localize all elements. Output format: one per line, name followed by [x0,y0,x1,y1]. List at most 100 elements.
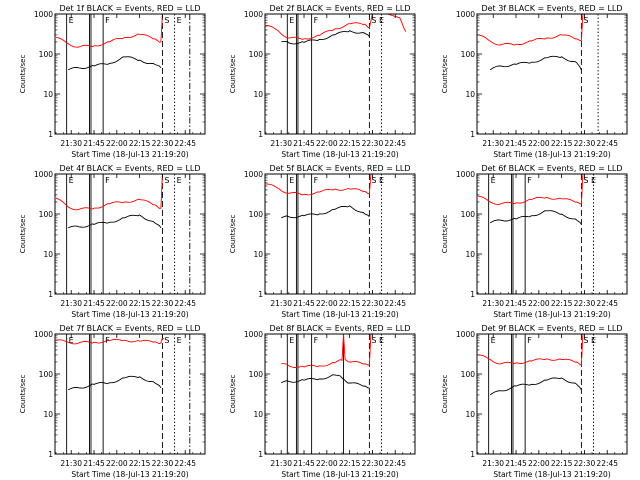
y-tick-label: 100 [461,210,476,219]
axes-frame [264,333,416,455]
x-tick-label: 22:00 [106,459,128,468]
y-tick-label: 1 [258,450,263,459]
x-tick-label: 21:45 [83,299,105,308]
marker-label: S [371,176,376,185]
series-line-lld [55,174,164,211]
x-tick-label: 21:30 [270,139,292,148]
series-line-events [280,374,370,389]
x-tick-label: 22:30 [152,299,174,308]
x-tick-label: 22:00 [106,139,128,148]
series-line-events [281,205,370,219]
x-tick-label: 22:45 [174,139,196,148]
axes-frame [476,333,628,455]
x-tick-label: 22:00 [316,299,338,308]
marker-label: F [105,16,110,25]
y-axis-label: Counts/sec [229,215,237,254]
x-axis-label: Start Time (18-Jul-13 21:19:20) [493,470,610,479]
x-tick-label: 22:30 [574,139,596,148]
y-axis-label: Counts/sec [441,375,449,414]
chart-title: Det 5f BLACK = Events, RED = LLD [269,164,410,173]
x-tick-label: 22:45 [384,459,406,468]
x-tick-label: 21:30 [60,139,82,148]
x-tick-label: 21:45 [505,299,527,308]
marker-label: E [289,16,294,25]
x-tick-label: 22:15 [129,139,151,148]
series-line-events [281,30,370,45]
y-tick-label: 1000 [34,10,53,19]
series-line-lld [281,334,373,368]
x-tick-label: 22:15 [551,459,573,468]
x-tick-label: 22:00 [528,299,550,308]
axes-frame [54,333,206,455]
marker-label: E [177,16,182,25]
series-line-events [489,210,582,225]
marker-label: E [69,336,74,345]
y-tick-label: 10 [253,410,263,419]
y-tick-label: 1 [48,130,53,139]
x-tick-label: 21:45 [83,459,105,468]
marker-label: S [371,336,376,345]
y-tick-label: 100 [249,50,264,59]
plot-area [265,14,407,134]
marker-label: F [314,336,319,345]
x-axis-label: Start Time (18-Jul-13 21:19:20) [71,470,188,479]
x-tick-label: 21:30 [60,299,82,308]
y-axis-label: Counts/sec [229,55,237,94]
y-tick-label: 1 [258,130,263,139]
axes-frame [54,13,206,135]
y-tick-label: 100 [461,370,476,379]
plot-area [280,334,383,454]
x-tick-label: 22:30 [152,139,174,148]
marker-label: E [289,336,294,345]
axes-frame [54,173,206,295]
x-tick-label: 22:00 [316,459,338,468]
y-tick-label: 100 [249,370,264,379]
axes-frame [264,13,416,135]
x-tick-label: 22:15 [551,299,573,308]
chart-title: Det 8f BLACK = Events, RED = LLD [269,324,410,333]
chart-title: Det 9f BLACK = Events, RED = LLD [481,324,622,333]
marker-label: S [583,336,588,345]
x-axis-label: Start Time (18-Jul-13 21:19:20) [71,310,188,319]
y-tick-label: 1 [470,450,475,459]
chart-panel-3: Det 3f BLACK = Events, RED = LLD Counts/s… [441,4,628,159]
chart-panel-9: Det 9f BLACK = Events, RED = LLD Counts/s… [441,324,628,479]
x-tick-label: 22:15 [339,299,361,308]
marker-label: E [591,336,596,345]
chart-panel-5: Det 5f BLACK = Events, RED = LLD Counts/s… [229,164,416,319]
series-line-lld [266,174,373,196]
chart-panel-8: Det 8f BLACK = Events, RED = LLD Counts/s… [229,324,416,479]
x-tick-label: 22:45 [174,299,196,308]
x-tick-label: 22:45 [384,139,406,148]
chart-title: Det 4f BLACK = Events, RED = LLD [59,164,200,173]
y-tick-label: 1 [470,290,475,299]
series-line-lld [477,14,585,46]
marker-label: F [105,336,110,345]
x-tick-label: 21:45 [83,139,105,148]
x-tick-label: 21:30 [482,139,504,148]
marker-label: E [177,176,182,185]
marker-label: F [314,16,319,25]
plot-area [55,174,191,294]
x-tick-label: 21:45 [293,299,315,308]
marker-label: F [105,176,110,185]
y-tick-label: 1 [48,290,53,299]
y-tick-label: 1000 [244,10,263,19]
chart-panel-6: Det 6f BLACK = Events, RED = LLD Counts/s… [441,164,628,319]
x-tick-label: 22:45 [596,459,618,468]
x-axis-label: Start Time (18-Jul-13 21:19:20) [493,310,610,319]
y-tick-label: 100 [39,370,54,379]
y-tick-label: 10 [465,90,475,99]
y-tick-label: 10 [43,250,53,259]
y-tick-label: 1 [470,130,475,139]
series-line-lld [477,334,585,366]
y-tick-label: 10 [253,250,263,259]
marker-label: E [379,336,384,345]
x-tick-label: 21:30 [270,299,292,308]
y-tick-label: 100 [39,50,54,59]
series-line-events [67,375,162,391]
marker-label: F [527,336,532,345]
x-tick-label: 21:45 [293,459,315,468]
x-axis-label: Start Time (18-Jul-13 21:19:20) [281,310,398,319]
